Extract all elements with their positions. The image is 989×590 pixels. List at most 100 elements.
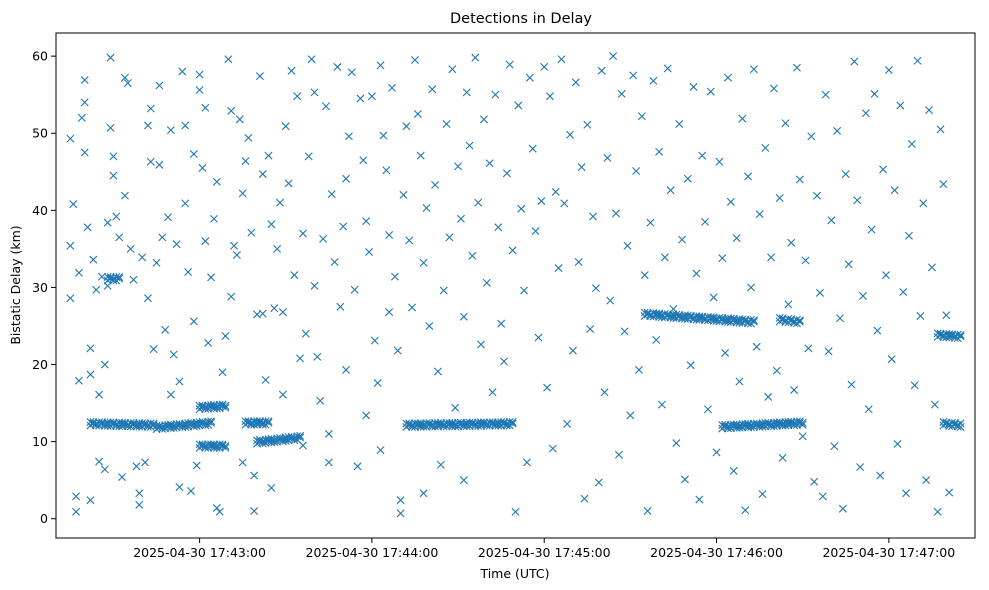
detection-marker (103, 281, 112, 290)
detection-marker (646, 218, 655, 227)
detection-marker (198, 163, 207, 172)
detection-marker (864, 405, 873, 414)
detection-marker (281, 122, 290, 131)
detection-marker (296, 354, 305, 363)
detection-marker (614, 450, 623, 459)
detection-marker (919, 199, 928, 208)
detection-marker (583, 120, 592, 129)
detection-marker (537, 197, 546, 206)
detection-marker (244, 133, 253, 142)
detection-marker (724, 73, 733, 82)
detection-marker (396, 496, 405, 505)
detection-marker (640, 271, 649, 280)
x-tick-label: 2025-04-30 17:46:00 (650, 545, 783, 560)
detection-marker (129, 275, 138, 284)
detection-marker (258, 439, 267, 448)
detection-marker (907, 140, 916, 149)
detection-marker (612, 209, 621, 218)
detection-marker (141, 458, 150, 467)
detection-marker (281, 436, 290, 445)
detection-marker (264, 151, 273, 160)
detection-marker (356, 94, 365, 103)
detection-marker (66, 134, 75, 143)
detection-marker (623, 241, 632, 250)
chart-title: Detections in Delay (450, 11, 592, 27)
detection-marker (761, 143, 770, 152)
detection-marker (933, 507, 942, 516)
detection-marker (508, 419, 517, 428)
detection-marker (97, 272, 106, 281)
detection-marker (385, 231, 394, 239)
detection-marker (479, 115, 488, 124)
detection-marker (195, 70, 204, 79)
detection-marker (494, 223, 503, 232)
detection-marker (586, 325, 595, 334)
detection-marker (606, 296, 615, 305)
detection-marker (319, 234, 328, 243)
detection-marker (925, 106, 934, 115)
detection-marker (106, 53, 115, 62)
detection-marker (534, 333, 543, 342)
detection-marker (362, 411, 371, 420)
detection-marker (146, 104, 155, 113)
detection-marker (106, 123, 115, 132)
detection-marker (859, 291, 867, 300)
detection-marker (531, 227, 540, 236)
detection-marker (284, 179, 293, 188)
detection-marker (741, 506, 750, 515)
detection-marker (293, 92, 302, 101)
detection-marker (359, 156, 368, 165)
detection-marker (520, 286, 529, 295)
detection-marker (350, 285, 359, 294)
detection-marker (732, 234, 741, 243)
detection-marker (669, 305, 678, 314)
detection-marker (764, 392, 773, 401)
detection-marker (135, 489, 144, 498)
detection-marker (942, 311, 951, 320)
detection-marker (166, 126, 175, 135)
detection-marker (956, 422, 965, 431)
y-tick-label: 40 (32, 203, 48, 218)
x-tick-label: 2025-04-30 17:43:00 (133, 545, 266, 560)
detection-marker (867, 225, 876, 234)
detection-marker (201, 103, 210, 112)
detection-marker (278, 390, 287, 399)
detection-marker (566, 130, 575, 139)
detection-marker (729, 466, 738, 475)
detection-marker (367, 92, 376, 101)
detection-marker (795, 316, 804, 325)
detection-marker (278, 308, 287, 317)
detection-marker (405, 236, 414, 245)
detection-marker (342, 174, 351, 183)
detection-marker (798, 418, 807, 427)
detection-marker (112, 212, 121, 221)
detection-marker (80, 98, 89, 107)
detection-marker (861, 109, 870, 118)
detection-marker (853, 196, 862, 205)
detection-marker (910, 381, 919, 390)
detection-marker (617, 89, 626, 98)
detection-marker (169, 350, 178, 359)
detection-marker (255, 72, 264, 81)
detection-marker (221, 441, 230, 450)
detection-marker (327, 190, 336, 199)
detection-marker (74, 268, 83, 277)
detection-marker (164, 213, 172, 222)
detection-marker (454, 162, 463, 171)
detection-marker (792, 63, 801, 72)
detection-marker (373, 379, 382, 388)
detection-marker (336, 302, 345, 311)
detection-marker (241, 156, 250, 165)
detection-marker (680, 475, 689, 484)
detection-marker (103, 218, 112, 227)
detection-marker (465, 141, 474, 150)
detection-marker (74, 376, 83, 385)
y-tick-label: 0 (40, 511, 48, 526)
detection-marker (413, 109, 422, 118)
detection-marker (261, 375, 270, 384)
y-tick-label: 50 (32, 126, 48, 141)
detection-marker (431, 180, 440, 189)
detection-marker (184, 268, 193, 276)
detection-marker (66, 294, 75, 303)
detection-marker (474, 198, 483, 207)
